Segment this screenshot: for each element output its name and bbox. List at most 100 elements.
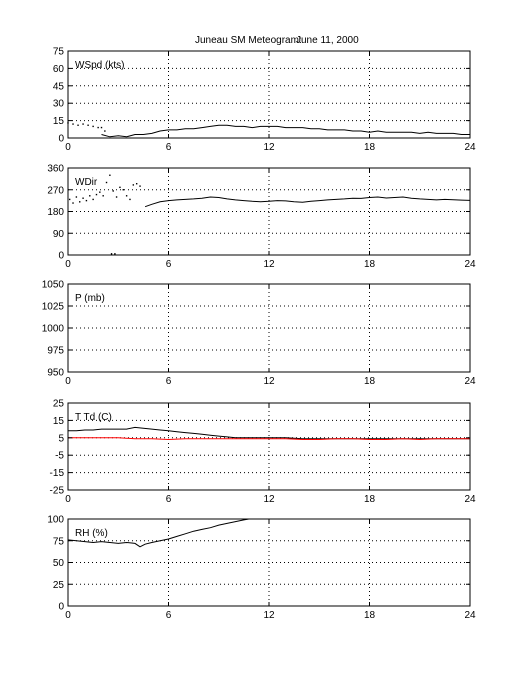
y-tick-label: 90 bbox=[53, 229, 65, 240]
series-line-1 bbox=[68, 437, 470, 441]
x-tick-label: 0 bbox=[65, 259, 71, 270]
x-tick-label: 24 bbox=[464, 610, 476, 621]
x-tick-label: 24 bbox=[464, 376, 476, 387]
x-tick-label: 6 bbox=[166, 142, 172, 153]
x-tick-label: 6 bbox=[166, 494, 172, 505]
data-point bbox=[92, 125, 94, 128]
data-point bbox=[129, 198, 131, 201]
data-point bbox=[112, 190, 114, 192]
x-tick-label: 12 bbox=[263, 259, 275, 270]
y-tick-label: 1050 bbox=[42, 280, 65, 291]
figure-date: June 11, 2000 bbox=[296, 35, 359, 46]
data-point bbox=[82, 197, 84, 199]
data-point bbox=[85, 199, 88, 202]
x-tick-label: 12 bbox=[263, 376, 275, 387]
x-tick-label: 18 bbox=[364, 494, 376, 505]
data-point bbox=[132, 184, 135, 186]
plot-area bbox=[68, 403, 470, 490]
data-point bbox=[97, 126, 99, 129]
chart-panel-2: 0 6 12 18 24 950 975 1000 1025 1050 P (mb) bbox=[42, 280, 476, 388]
y-tick-label: 180 bbox=[47, 207, 64, 218]
y-tick-label: 75 bbox=[53, 536, 65, 547]
data-point bbox=[79, 201, 81, 203]
y-tick-label: -15 bbox=[50, 468, 65, 479]
x-tick-label: 0 bbox=[65, 376, 71, 387]
y-tick-label: 0 bbox=[58, 134, 64, 145]
data-point bbox=[105, 181, 108, 184]
y-tick-label: 30 bbox=[53, 99, 65, 110]
y-tick-label: 15 bbox=[53, 116, 65, 127]
panel-label: P (mb) bbox=[75, 293, 105, 304]
panel-label: WDir bbox=[75, 177, 98, 188]
data-point bbox=[104, 130, 106, 132]
panel-label: RH (%) bbox=[75, 528, 108, 539]
chart-panel-4: 0 6 12 18 24 0 25 50 75 100 RH (%) bbox=[47, 515, 476, 622]
x-tick-label: 18 bbox=[364, 259, 376, 270]
x-tick-label: 0 bbox=[65, 142, 71, 153]
series-line-0 bbox=[68, 426, 470, 440]
chart-panel-3: 0 6 12 18 24 -25 -15 -5 5 15 25 T Td (C) bbox=[50, 399, 476, 506]
chart-panel-1: 0 6 12 18 24 0 90 180 270 360 WDir bbox=[47, 164, 476, 271]
data-point bbox=[87, 124, 89, 126]
y-tick-label: 60 bbox=[53, 64, 65, 75]
x-tick-label: 24 bbox=[464, 494, 476, 505]
data-point bbox=[72, 123, 74, 125]
data-point bbox=[95, 193, 98, 196]
y-tick-label: 100 bbox=[47, 515, 64, 526]
data-point bbox=[92, 198, 94, 201]
series-dots-0 bbox=[68, 174, 141, 255]
x-tick-label: 6 bbox=[166, 376, 172, 387]
chart-panel-0: 0 6 12 18 24 0 15 30 45 60 75 WSpd (kts) bbox=[53, 47, 476, 154]
data-point bbox=[77, 124, 79, 126]
y-tick-label: 25 bbox=[53, 399, 65, 410]
data-point bbox=[75, 196, 78, 198]
data-point bbox=[109, 174, 111, 176]
x-tick-label: 6 bbox=[166, 610, 172, 621]
x-tick-label: 6 bbox=[166, 259, 172, 270]
x-tick-label: 18 bbox=[364, 142, 376, 153]
y-tick-label: 0 bbox=[58, 602, 64, 613]
y-tick-label: 5 bbox=[58, 433, 64, 444]
data-point bbox=[115, 196, 118, 198]
data-point bbox=[72, 202, 74, 204]
figure-title: Juneau SM Meteogram: bbox=[195, 35, 302, 46]
y-tick-label: 270 bbox=[47, 185, 64, 196]
x-tick-label: 12 bbox=[263, 142, 275, 153]
data-point bbox=[125, 195, 128, 197]
y-tick-label: 15 bbox=[53, 416, 65, 427]
plot-area bbox=[68, 51, 470, 138]
panel-label: T Td (C) bbox=[75, 412, 112, 423]
y-tick-label: 1025 bbox=[42, 302, 65, 313]
y-tick-label: 950 bbox=[47, 368, 64, 379]
panel-label: WSpd (kts) bbox=[75, 60, 124, 71]
data-point bbox=[100, 126, 103, 129]
data-point bbox=[102, 195, 104, 197]
x-tick-label: 18 bbox=[364, 376, 376, 387]
series-line-0 bbox=[67, 518, 249, 548]
y-tick-label: -5 bbox=[55, 451, 64, 462]
x-tick-label: 12 bbox=[263, 494, 275, 505]
y-tick-label: 360 bbox=[47, 164, 64, 175]
data-point bbox=[99, 191, 101, 193]
y-tick-label: -25 bbox=[50, 486, 65, 497]
data-point bbox=[135, 183, 138, 185]
data-point bbox=[68, 198, 71, 201]
x-tick-label: 18 bbox=[364, 610, 376, 621]
y-tick-label: 75 bbox=[53, 47, 65, 58]
data-point bbox=[82, 123, 84, 125]
x-tick-label: 24 bbox=[464, 142, 476, 153]
x-tick-label: 24 bbox=[464, 259, 476, 270]
data-point bbox=[122, 189, 124, 191]
x-tick-label: 12 bbox=[263, 610, 275, 621]
data-point bbox=[139, 185, 141, 187]
data-point bbox=[110, 253, 113, 255]
data-point bbox=[114, 253, 116, 255]
y-tick-label: 25 bbox=[53, 580, 65, 591]
x-tick-label: 0 bbox=[65, 494, 71, 505]
x-tick-label: 0 bbox=[65, 610, 71, 621]
y-tick-label: 50 bbox=[53, 558, 65, 569]
data-point bbox=[119, 186, 121, 189]
y-tick-label: 1000 bbox=[42, 324, 65, 335]
